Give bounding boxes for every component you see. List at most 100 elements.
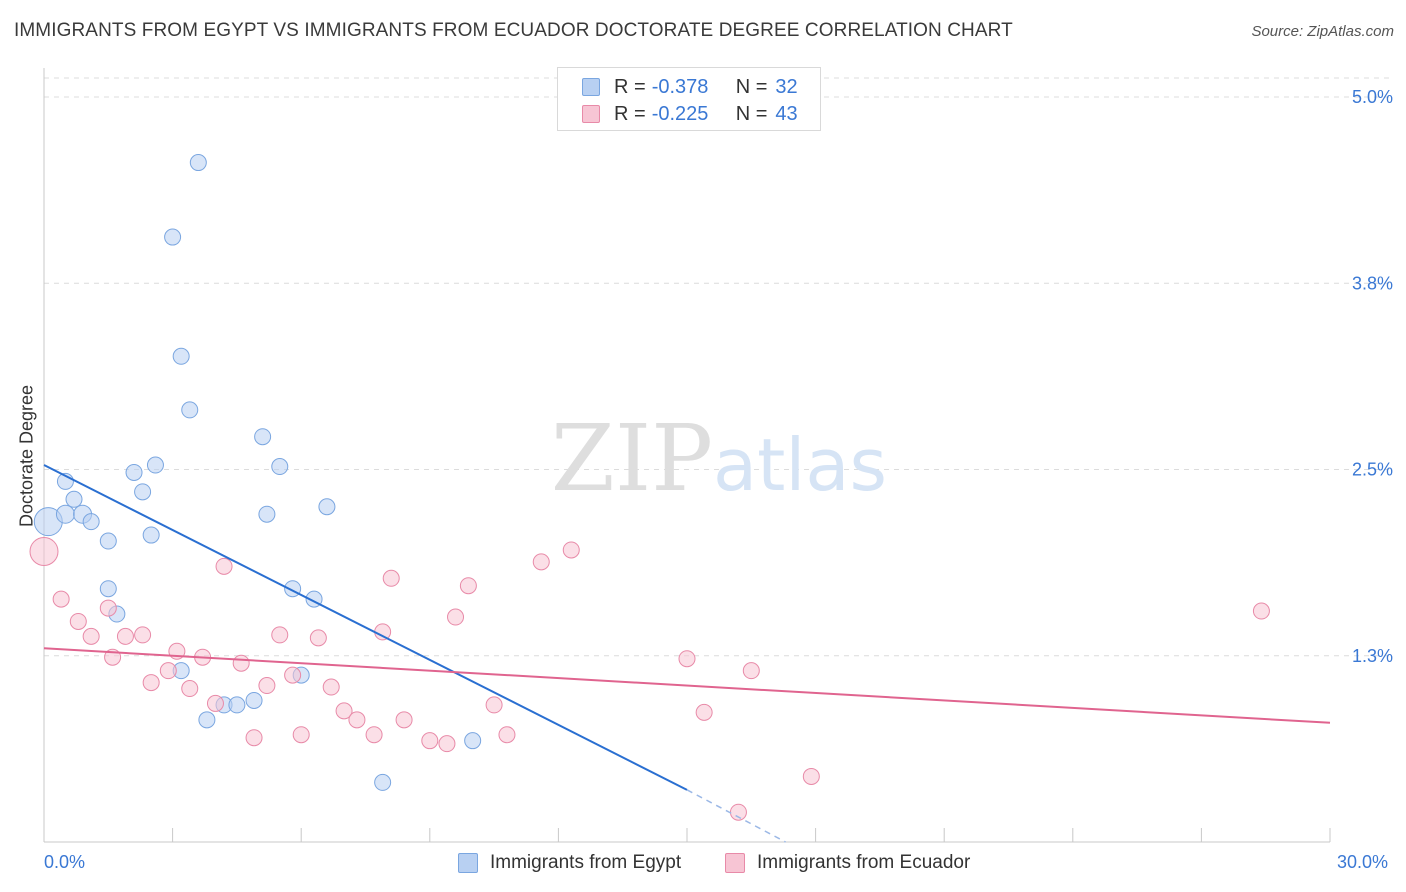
ecuador-point — [447, 608, 465, 626]
legend-label: Immigrants from Ecuador — [757, 852, 971, 873]
n-label: N = — [735, 102, 768, 125]
ecuador-point — [181, 680, 199, 698]
egypt-point — [318, 498, 336, 516]
egypt-point — [464, 732, 482, 750]
egypt-point — [142, 526, 160, 544]
egypt-point — [82, 513, 100, 531]
ecuador-point — [99, 599, 117, 617]
ecuador-point — [159, 662, 177, 680]
egypt-point — [65, 490, 83, 508]
ecuador-point — [258, 677, 276, 695]
ecuador-point — [322, 678, 340, 696]
egypt-point — [164, 228, 182, 246]
ecuador-point — [134, 626, 152, 644]
legend-item-ecuador[interactable]: Immigrants from Ecuador — [725, 852, 970, 874]
egypt-point — [172, 347, 190, 365]
r-label: R = — [614, 75, 646, 98]
ecuador-point — [292, 726, 310, 744]
ecuador-point — [309, 629, 327, 647]
y-tick-label: 3.8% — [1352, 273, 1393, 293]
chart-title: IMMIGRANTS FROM EGYPT VS IMMIGRANTS FROM… — [14, 20, 1013, 41]
n-label: N = — [735, 75, 768, 98]
ecuador-point — [215, 557, 233, 575]
ecuador-point — [245, 729, 263, 747]
egypt-point — [189, 154, 207, 172]
correlation-legend: R = -0.378 N = 32 R = -0.225 N = 43 — [557, 67, 821, 131]
ecuador-point — [395, 711, 413, 729]
ecuador-point — [742, 662, 760, 680]
series-legend: Immigrants from Egypt Immigrants from Ec… — [0, 852, 1406, 878]
ecuador-point — [29, 536, 59, 566]
legend-row-ecuador: R = -0.225 N = 43 — [582, 102, 798, 126]
x-tick-label-max: 30.0% — [1337, 852, 1389, 872]
egypt-point — [254, 428, 272, 446]
ecuador-point — [678, 650, 696, 668]
legend-row-egypt: R = -0.378 N = 32 — [582, 75, 798, 99]
ecuador-point — [348, 711, 366, 729]
watermark: ZIP atlas — [551, 405, 887, 512]
n-value: 43 — [775, 102, 798, 125]
egypt-point — [55, 504, 75, 524]
egypt-swatch — [582, 78, 600, 96]
n-value: 32 — [775, 75, 798, 98]
egypt-point — [258, 505, 276, 523]
ecuador-point — [232, 654, 250, 672]
egypt-point — [374, 773, 392, 791]
watermark-zip: ZIP — [551, 405, 713, 512]
ecuador-point — [695, 703, 713, 721]
ecuador-point — [562, 541, 580, 559]
egypt-point — [125, 463, 143, 481]
ecuador-point — [82, 627, 100, 645]
ecuador-point — [459, 577, 477, 595]
egypt-point — [198, 711, 216, 729]
ecuador-swatch — [725, 853, 745, 873]
ecuador-point — [374, 623, 392, 641]
ecuador-point — [498, 726, 516, 744]
source-label: Source: ZipAtlas.com — [1251, 23, 1394, 40]
r-value: -0.378 — [651, 75, 709, 98]
y-tick-label: 2.5% — [1352, 460, 1393, 480]
legend-item-egypt[interactable]: Immigrants from Egypt — [458, 852, 681, 874]
ecuador-trend-line — [43, 647, 1331, 724]
y-tick-label: 1.3% — [1352, 646, 1393, 666]
ecuador-point — [116, 627, 134, 645]
y-tick-label: 5.0% — [1352, 87, 1393, 107]
egypt-point — [228, 696, 246, 714]
ecuador-point — [532, 553, 550, 571]
ecuador-point — [365, 726, 383, 744]
egypt-point — [245, 691, 263, 709]
egypt-point — [271, 458, 289, 476]
trend-lines — [43, 464, 1331, 843]
ecuador-point — [142, 674, 160, 692]
ecuador-point — [271, 626, 289, 644]
legend-label: Immigrants from Egypt — [490, 852, 682, 873]
ecuador-point — [335, 702, 353, 720]
egypt-point — [146, 456, 164, 474]
ecuador-point — [802, 767, 820, 785]
ecuador-point — [438, 735, 456, 753]
r-label: R = — [614, 102, 646, 125]
egypt-point — [181, 401, 199, 419]
ecuador-point — [52, 590, 70, 608]
egypt-point — [134, 483, 152, 501]
ecuador-point — [69, 612, 87, 630]
axes — [43, 68, 1331, 843]
egypt-point — [99, 532, 117, 550]
ecuador-point — [1252, 602, 1270, 620]
ecuador-swatch — [582, 105, 600, 123]
ecuador-point — [485, 696, 503, 714]
r-value: -0.225 — [651, 102, 709, 125]
egypt-trend-extension — [686, 789, 786, 843]
ecuador-point — [382, 569, 400, 587]
egypt-point — [99, 580, 117, 598]
y-axis-title: Doctorate Degree — [16, 384, 37, 528]
egypt-trend-line — [43, 464, 688, 791]
x-tick-label-min: 0.0% — [44, 852, 86, 872]
ecuador-point — [421, 732, 439, 750]
egypt-swatch — [458, 853, 478, 873]
ecuador-point — [206, 694, 224, 712]
watermark-atlas: atlas — [713, 423, 887, 507]
ecuador-point — [284, 666, 302, 684]
grid-lines — [44, 77, 1392, 657]
